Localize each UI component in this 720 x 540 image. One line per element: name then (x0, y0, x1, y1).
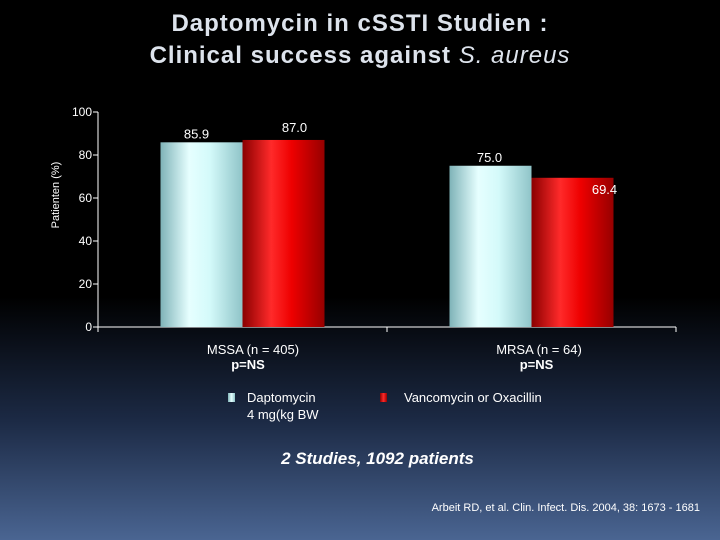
category-label-mrsa: MRSA (n = 64) p=NS (439, 342, 639, 372)
category-mssa-pvalue: p=NS (231, 357, 265, 372)
data-label: 69.4 (592, 182, 617, 197)
y-axis-label: Patienten (%) (50, 162, 62, 229)
title-line-2: Clinical success against S. aureus (0, 42, 720, 70)
studies-summary: 2 Studies, 1092 patients (281, 449, 474, 468)
legend-daptomycin-line2: 4 mg(kg BW (247, 407, 319, 422)
legend-swatch-vancomycin (380, 393, 387, 402)
y-tick-label: 60 (79, 191, 93, 205)
title-line-2-prefix: Clinical success against (149, 42, 459, 69)
category-mrsa-pvalue: p=NS (519, 357, 554, 372)
citation: Arbeit RD, et al. Clin. Infect. Dis. 200… (431, 502, 700, 514)
legend-swatch-daptomycin (228, 393, 235, 402)
bar-vancomycin-1 (531, 177, 614, 327)
y-tick-label: 100 (72, 105, 92, 119)
bar-chart: 0 20 40 60 80 100 85.9 87.0 75.0 69.4 Patienten … (50, 105, 617, 334)
y-tick-label: 20 (79, 277, 93, 291)
category-mrsa-name: MRSA (n = 64) (496, 342, 582, 357)
title-species: S. aureus (458, 42, 571, 69)
y-tick-label: 0 (85, 320, 92, 334)
data-label: 75.0 (477, 150, 502, 165)
legend-label-vancomycin: Vancomycin or Oxacillin (404, 390, 542, 405)
data-label: 87.0 (282, 120, 307, 135)
y-tick-label: 40 (79, 234, 93, 248)
legend-label-daptomycin: Daptomycin 4 mg(kg BW (247, 389, 319, 423)
bar-daptomycin-1 (449, 165, 532, 327)
y-tick-label: 80 (79, 148, 93, 162)
title-line-1: Daptomycin in cSSTI Studien : (171, 10, 549, 37)
legend-daptomycin-line1: Daptomycin (247, 390, 316, 405)
bar-vancomycin-0 (242, 139, 325, 327)
category-mssa-name: MSSA (n = 405) (206, 342, 300, 357)
category-label-mssa: MSSA (n = 405) p=NS (153, 342, 353, 372)
data-label: 85.9 (184, 126, 209, 141)
bar-daptomycin-0 (160, 142, 243, 327)
